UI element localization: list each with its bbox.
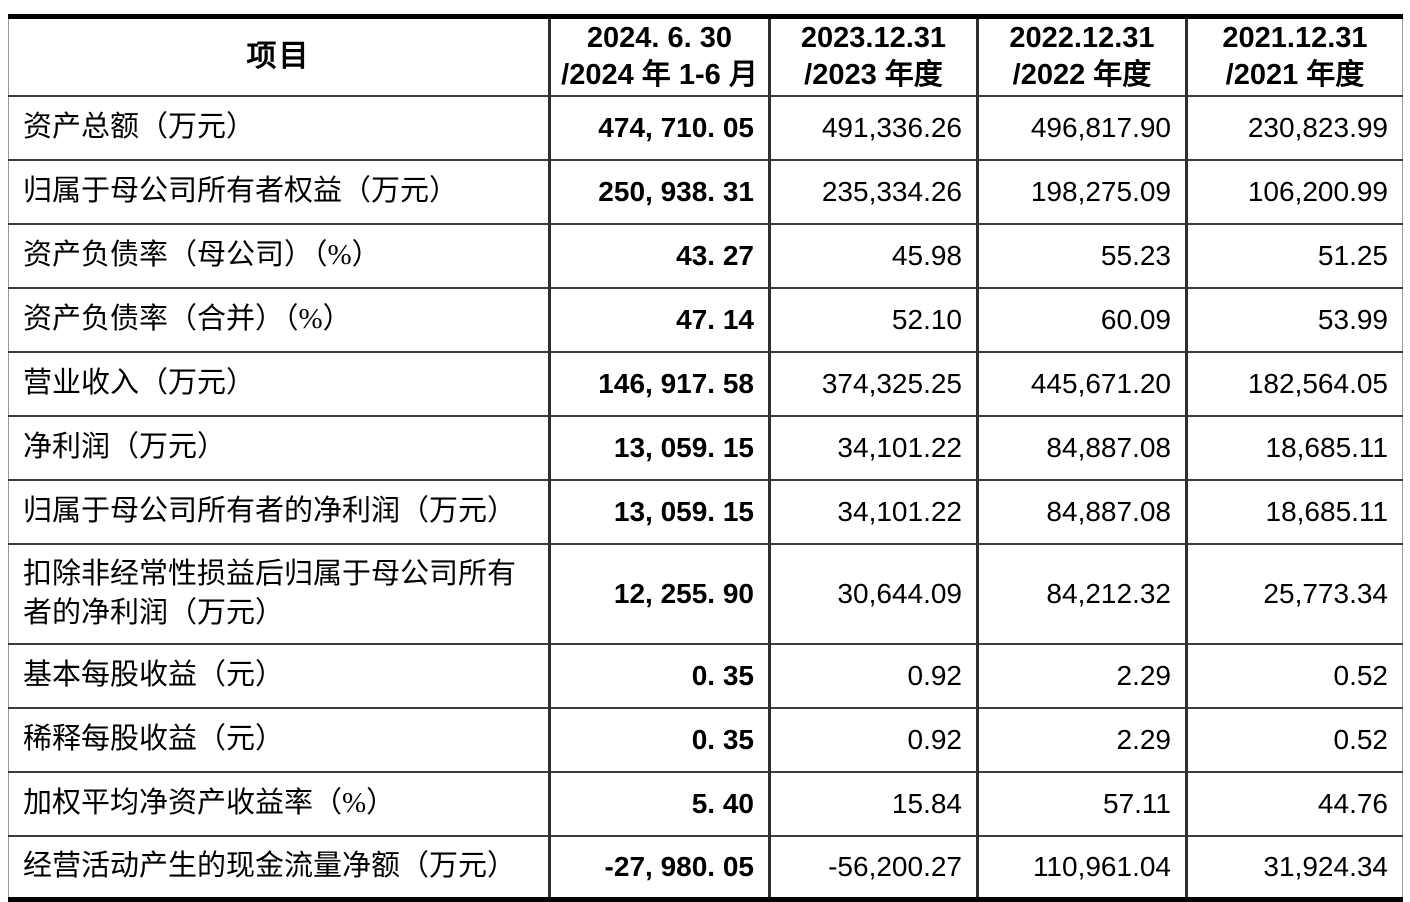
cell-2022: 2.29 bbox=[976, 642, 1188, 709]
table-row-debt-ratio-consolidated: 资产负债率（合并）（%） 47. 14 52.10 60.09 53.99 bbox=[8, 286, 1403, 353]
cell-2022: 445,671.20 bbox=[976, 350, 1188, 417]
table-row-net-profit-parent: 归属于母公司所有者的净利润（万元） 13, 059. 15 34,101.22 … bbox=[8, 478, 1403, 545]
table-row-parent-equity: 归属于母公司所有者权益（万元） 250, 938. 31 235,334.26 … bbox=[8, 158, 1403, 225]
cell-2024h1: 13, 059. 15 bbox=[548, 478, 771, 545]
financial-summary-table: 项目 2024. 6. 30 /2024 年 1-6 月 2023.12.31 … bbox=[8, 14, 1403, 902]
column-header-item: 项目 bbox=[8, 16, 551, 97]
table-row-operating-revenue: 营业收入（万元） 146, 917. 58 374,325.25 445,671… bbox=[8, 350, 1403, 417]
cell-2024h1: 43. 27 bbox=[548, 222, 771, 289]
table-row-weighted-avg-roe: 加权平均净资产收益率（%） 5. 40 15.84 57.11 44.76 bbox=[8, 770, 1403, 837]
cell-2024h1: 250, 938. 31 bbox=[548, 158, 771, 225]
cell-2021: 44.76 bbox=[1185, 770, 1403, 837]
table-row-diluted-eps: 稀释每股收益（元） 0. 35 0.92 2.29 0.52 bbox=[8, 706, 1403, 773]
header-row: 项目 2024. 6. 30 /2024 年 1-6 月 2023.12.31 … bbox=[8, 16, 1403, 97]
cell-2021: 0.52 bbox=[1185, 706, 1403, 773]
cell-2024h1: 47. 14 bbox=[548, 286, 771, 353]
header-date-line: 2022.12.31 bbox=[1009, 21, 1155, 54]
table-row-operating-cash-flow: 经营活动产生的现金流量净额（万元） -27, 980. 05 -56,200.2… bbox=[8, 834, 1403, 900]
row-label: 归属于母公司所有者权益（万元） bbox=[8, 158, 551, 225]
column-header-period-2023: 2023.12.31 /2023 年度 bbox=[768, 16, 979, 97]
cell-2023: 45.98 bbox=[768, 222, 979, 289]
header-period-line: /2021 年度 bbox=[1225, 58, 1365, 91]
row-label: 基本每股收益（元） bbox=[8, 642, 551, 709]
cell-2021: 106,200.99 bbox=[1185, 158, 1403, 225]
cell-2024h1: 474, 710. 05 bbox=[548, 94, 771, 161]
cell-2024h1: 0. 35 bbox=[548, 706, 771, 773]
cell-2021: 230,823.99 bbox=[1185, 94, 1403, 161]
cell-2023: 235,334.26 bbox=[768, 158, 979, 225]
cell-2021: 0.52 bbox=[1185, 642, 1403, 709]
header-date-line: 2024. 6. 30 bbox=[586, 21, 733, 54]
cell-2022: 57.11 bbox=[976, 770, 1188, 837]
row-label: 加权平均净资产收益率（%） bbox=[8, 770, 551, 837]
cell-2021: 51.25 bbox=[1185, 222, 1403, 289]
cell-2023: 15.84 bbox=[768, 770, 979, 837]
cell-2022: 84,212.32 bbox=[976, 542, 1188, 645]
cell-2022: 60.09 bbox=[976, 286, 1188, 353]
row-label: 扣除非经常性损益后归属于母公司所有者的净利润（万元） bbox=[8, 542, 551, 645]
header-period-line: /2023 年度 bbox=[804, 58, 943, 91]
header-date-line: 2021.12.31 bbox=[1222, 21, 1368, 54]
row-label: 稀释每股收益（元） bbox=[8, 706, 551, 773]
cell-2024h1: -27, 980. 05 bbox=[548, 834, 771, 900]
table-row-basic-eps: 基本每股收益（元） 0. 35 0.92 2.29 0.52 bbox=[8, 642, 1403, 709]
column-header-item-label: 项目 bbox=[246, 40, 311, 74]
cell-2021: 25,773.34 bbox=[1185, 542, 1403, 645]
cell-2023: 491,336.26 bbox=[768, 94, 979, 161]
cell-2024h1: 146, 917. 58 bbox=[548, 350, 771, 417]
cell-2022: 84,887.08 bbox=[976, 478, 1188, 545]
cell-2024h1: 0. 35 bbox=[548, 642, 771, 709]
cell-2024h1: 13, 059. 15 bbox=[548, 414, 771, 481]
cell-2024h1: 12, 255. 90 bbox=[548, 542, 771, 645]
row-label: 经营活动产生的现金流量净额（万元） bbox=[8, 834, 551, 900]
cell-2022: 2.29 bbox=[976, 706, 1188, 773]
column-header-period-2024h1: 2024. 6. 30 /2024 年 1-6 月 bbox=[548, 16, 771, 97]
cell-2022: 496,817.90 bbox=[976, 94, 1188, 161]
row-label: 营业收入（万元） bbox=[8, 350, 551, 417]
cell-2022: 55.23 bbox=[976, 222, 1188, 289]
row-label: 净利润（万元） bbox=[8, 414, 551, 481]
table-row-net-profit: 净利润（万元） 13, 059. 15 34,101.22 84,887.08 … bbox=[8, 414, 1403, 481]
cell-2022: 198,275.09 bbox=[976, 158, 1188, 225]
header-date-line: 2023.12.31 bbox=[800, 21, 947, 54]
row-label: 资产负债率（母公司）（%） bbox=[8, 222, 551, 289]
financial-summary-table-container: 项目 2024. 6. 30 /2024 年 1-6 月 2023.12.31 … bbox=[8, 14, 1403, 902]
cell-2022: 110,961.04 bbox=[976, 834, 1188, 900]
cell-2023: 34,101.22 bbox=[768, 478, 979, 545]
row-label: 资产总额（万元） bbox=[8, 94, 551, 161]
cell-2023: 374,325.25 bbox=[768, 350, 979, 417]
cell-2021: 31,924.34 bbox=[1185, 834, 1403, 900]
cell-2023: 52.10 bbox=[768, 286, 979, 353]
column-header-period-2022: 2022.12.31 /2022 年度 bbox=[976, 16, 1188, 97]
cell-2021: 18,685.11 bbox=[1185, 414, 1403, 481]
cell-2023: 34,101.22 bbox=[768, 414, 979, 481]
cell-2023: 30,644.09 bbox=[768, 542, 979, 645]
column-header-period-2021: 2021.12.31 /2021 年度 bbox=[1185, 16, 1403, 97]
cell-2023: 0.92 bbox=[768, 642, 979, 709]
cell-2022: 84,887.08 bbox=[976, 414, 1188, 481]
header-period-line: /2022 年度 bbox=[1012, 58, 1152, 91]
table-row-net-profit-parent-deducted: 扣除非经常性损益后归属于母公司所有者的净利润（万元） 12, 255. 90 3… bbox=[8, 542, 1403, 645]
row-label: 归属于母公司所有者的净利润（万元） bbox=[8, 478, 551, 545]
table-row-total-assets: 资产总额（万元） 474, 710. 05 491,336.26 496,817… bbox=[8, 94, 1403, 161]
cell-2021: 18,685.11 bbox=[1185, 478, 1403, 545]
cell-2021: 53.99 bbox=[1185, 286, 1403, 353]
cell-2023: 0.92 bbox=[768, 706, 979, 773]
cell-2021: 182,564.05 bbox=[1185, 350, 1403, 417]
row-label: 资产负债率（合并）（%） bbox=[8, 286, 551, 353]
cell-2023: -56,200.27 bbox=[768, 834, 979, 900]
header-period-line: /2024 年 1-6 月 bbox=[561, 58, 758, 91]
cell-2024h1: 5. 40 bbox=[548, 770, 771, 837]
table-row-debt-ratio-parent: 资产负债率（母公司）（%） 43. 27 45.98 55.23 51.25 bbox=[8, 222, 1403, 289]
